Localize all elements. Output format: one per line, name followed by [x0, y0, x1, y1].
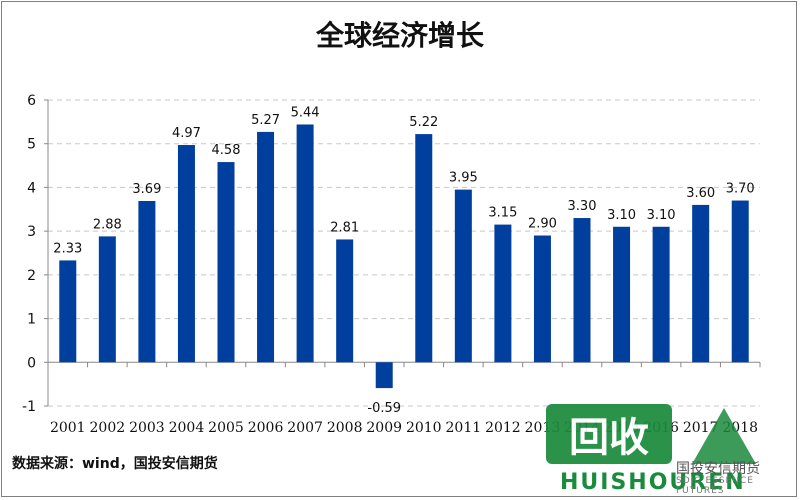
bar-2015 [613, 226, 631, 363]
data-label: 3.10 [647, 208, 676, 223]
data-label: -0.59 [367, 401, 401, 416]
data-label: 3.69 [132, 182, 161, 197]
bar-2016 [652, 226, 670, 363]
bar-2017 [692, 204, 710, 363]
source-note: 数据来源：wind，国投安信期货 [12, 456, 218, 472]
bar-2008 [336, 239, 354, 363]
data-label: 2.33 [53, 241, 82, 256]
data-label: 4.58 [212, 143, 241, 158]
y-tick-label: 3 [27, 224, 36, 240]
bar-2018 [731, 200, 749, 363]
x-tick-label: 2004 [169, 420, 205, 436]
data-label: 3.10 [607, 208, 636, 223]
bar-2002 [98, 236, 116, 363]
watermark-logo: 国投安信期货 [676, 461, 760, 477]
x-tick-label: 2007 [287, 420, 323, 436]
bar-2005 [217, 162, 235, 363]
watermark-triangle-icon [692, 408, 756, 464]
bar-2014 [573, 218, 591, 363]
y-tick-label: -1 [22, 399, 36, 415]
data-label: 5.22 [409, 115, 438, 130]
x-tick-label: 2012 [485, 420, 521, 436]
x-tick-label: 2009 [366, 420, 402, 436]
data-label: 5.44 [291, 105, 320, 120]
data-label: 2.90 [528, 217, 557, 232]
x-tick-label: 2001 [50, 420, 86, 436]
data-label: 2.81 [330, 220, 359, 235]
watermark-brand: HUISHOUREN [560, 470, 746, 495]
x-tick-label: 2010 [406, 420, 442, 436]
bar-2011 [454, 189, 472, 363]
y-tick-label: 5 [27, 137, 36, 153]
x-tick-label: 2003 [129, 420, 165, 436]
x-tick-label: 2005 [208, 420, 244, 436]
data-label: 4.97 [172, 126, 201, 141]
y-tick-label: 6 [27, 93, 36, 109]
data-label: 3.30 [568, 199, 597, 214]
x-tick-label: 2006 [248, 420, 284, 436]
bar-2004 [177, 145, 195, 363]
data-label: 3.15 [488, 206, 517, 221]
bar-2013 [533, 235, 551, 363]
bar-2006 [257, 131, 275, 363]
x-tick-label: 2008 [327, 420, 363, 436]
bar-2012 [494, 224, 512, 363]
data-label: 3.70 [726, 182, 755, 197]
bar-2010 [415, 134, 433, 363]
y-tick-label: 4 [27, 180, 36, 196]
data-label: 2.88 [93, 217, 122, 232]
watermark-badge: 回收 [546, 404, 672, 464]
y-tick-label: 2 [27, 268, 36, 284]
data-label: 3.95 [449, 171, 478, 186]
y-tick-label: 1 [27, 312, 36, 328]
bar-2007 [296, 124, 314, 363]
x-tick-label: 2011 [446, 420, 482, 436]
watermark-logo-sub: SDIC ESSENCE FUTURES [676, 476, 754, 496]
bar-2003 [138, 200, 156, 363]
chart-title: 全球经济增长 [315, 19, 484, 52]
x-tick-label: 2002 [90, 420, 126, 436]
bar-2001 [59, 260, 77, 363]
data-label: 5.27 [251, 113, 280, 128]
y-tick-label: 0 [27, 355, 36, 371]
data-label: 3.60 [686, 186, 715, 201]
bar-2009 [375, 362, 393, 389]
